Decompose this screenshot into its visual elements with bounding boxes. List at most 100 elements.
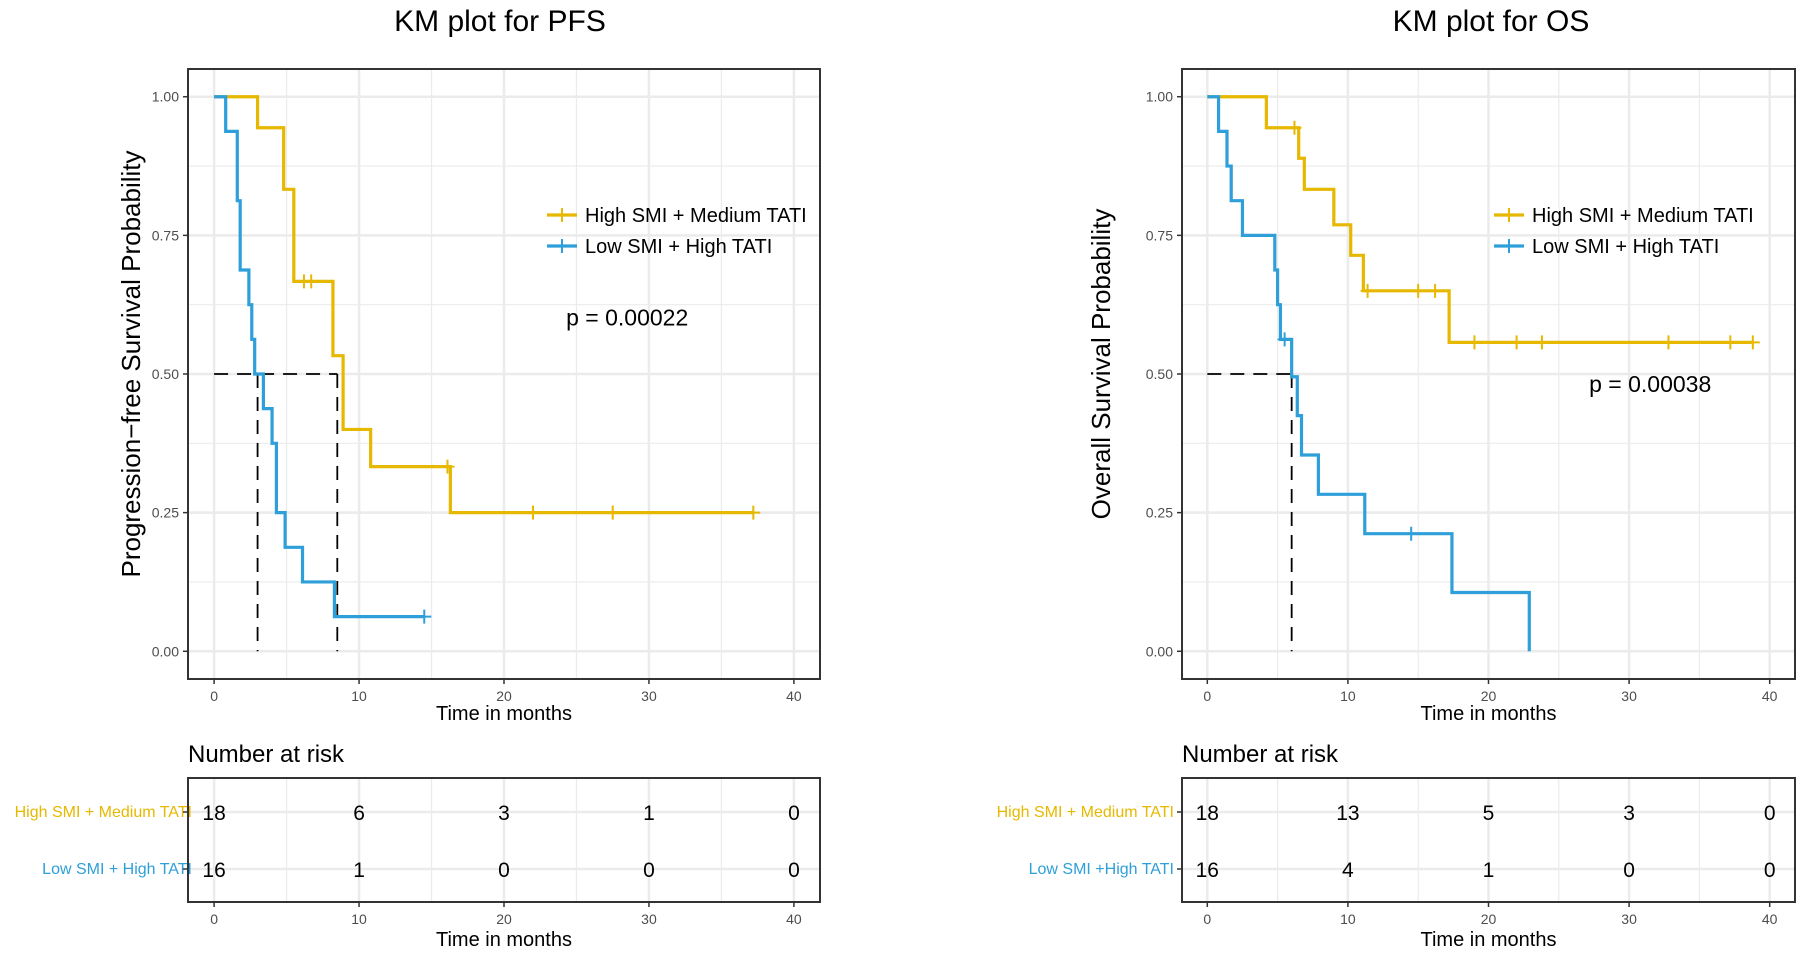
- censor-mark: [1467, 335, 1482, 350]
- y-tick-label: 0.75: [1146, 227, 1173, 243]
- y-tick-label: 0.50: [152, 366, 179, 382]
- risk-x-tick-label: 0: [210, 911, 218, 927]
- risk-row-label: High SMI + Medium TATI: [997, 804, 1174, 821]
- risk-x-axis-label: Time in months: [1421, 929, 1557, 951]
- x-tick-label: 10: [351, 688, 367, 704]
- y-tick-label: 0.75: [152, 227, 179, 243]
- censor-mark: [417, 609, 432, 624]
- p-value: p = 0.00038: [1589, 371, 1711, 397]
- risk-x-tick-label: 20: [496, 911, 512, 927]
- censor-mark: [1723, 335, 1738, 350]
- risk-table: Number at risk High SMI + Medium TATI 18 6 3…: [15, 741, 821, 951]
- gridlines: [188, 69, 820, 679]
- y-tick-label: 0.50: [1146, 366, 1173, 382]
- risk-x-tick-label: 40: [786, 911, 802, 927]
- p-value: p = 0.00022: [566, 305, 688, 331]
- km-curve-high: [1207, 95, 1753, 344]
- risk-x-tick-label: 40: [1762, 911, 1778, 927]
- censor-mark: [1745, 335, 1760, 350]
- risk-value: 16: [1196, 859, 1219, 882]
- risk-x-axis-label: Time in months: [436, 929, 572, 951]
- x-tick-label: 40: [786, 688, 802, 704]
- risk-value: 0: [1623, 859, 1635, 882]
- risk-table-title: Number at risk: [1182, 741, 1339, 768]
- censor-mark: [1411, 283, 1426, 298]
- risk-value: 0: [788, 859, 800, 882]
- risk-value: 0: [498, 859, 510, 882]
- x-tick-label: 0: [1203, 688, 1211, 704]
- x-axis-label: Time in months: [1421, 703, 1557, 725]
- risk-row-label: Low SMI +High TATI: [1029, 861, 1174, 878]
- risk-value: 1: [643, 802, 655, 825]
- chart-title: KM plot for OS: [1393, 5, 1590, 38]
- censor-mark: [304, 274, 319, 289]
- legend-label: Low SMI + High TATI: [585, 236, 772, 258]
- legend: High SMI + Medium TATI Low SMI + High TAT…: [547, 205, 807, 258]
- censor-mark: [525, 505, 540, 520]
- risk-value: 0: [1764, 859, 1776, 882]
- censor-mark: [440, 459, 455, 474]
- km-curve-high: [214, 95, 754, 515]
- risk-value: 4: [1342, 859, 1354, 882]
- risk-x-tick-label: 10: [351, 911, 367, 927]
- risk-value: 18: [202, 802, 225, 825]
- y-tick-label: 0.00: [1146, 643, 1173, 659]
- y-tick-label: 1.00: [1146, 89, 1173, 105]
- km-curve-low: [214, 95, 425, 619]
- risk-value: 0: [788, 802, 800, 825]
- x-axis-label: Time in months: [436, 703, 572, 725]
- km-panel-os: KM plot for OS0.000.250.500.751.000 10 20 3…: [997, 5, 1796, 951]
- legend-label: High SMI + Medium TATI: [1532, 205, 1754, 227]
- risk-value: 3: [1623, 802, 1635, 825]
- y-tick-label: 1.00: [152, 89, 179, 105]
- censor-mark: [1277, 332, 1292, 347]
- risk-row-label: High SMI + Medium TATI: [15, 804, 192, 821]
- risk-x-tick-label: 10: [1340, 911, 1356, 927]
- x-tick-label: 20: [1481, 688, 1497, 704]
- risk-value: 6: [353, 802, 365, 825]
- censor-mark: [1509, 335, 1524, 350]
- censor-mark: [1287, 120, 1302, 135]
- x-tick-label: 40: [1762, 688, 1778, 704]
- risk-value: 1: [353, 859, 365, 882]
- censor-mark: [605, 505, 620, 520]
- risk-value: 0: [1764, 802, 1776, 825]
- median-lines: [1207, 373, 1293, 652]
- chart-title: KM plot for PFS: [394, 5, 606, 38]
- risk-value: 16: [202, 859, 225, 882]
- censor-mark: [1360, 283, 1375, 298]
- risk-table-title: Number at risk: [188, 741, 345, 768]
- censor-mark: [746, 505, 761, 520]
- risk-value: 0: [643, 859, 655, 882]
- risk-x-tick-label: 30: [1621, 911, 1637, 927]
- x-tick-label: 20: [496, 688, 512, 704]
- censor-mark: [1534, 335, 1549, 350]
- risk-value: 1: [1483, 859, 1495, 882]
- x-tick-label: 0: [210, 688, 218, 704]
- censor-mark: [1428, 283, 1443, 298]
- x-tick-label: 30: [1621, 688, 1637, 704]
- risk-value: 5: [1483, 802, 1495, 825]
- risk-row-label: Low SMI + High TATI: [42, 861, 192, 878]
- legend-label: High SMI + Medium TATI: [585, 205, 807, 227]
- x-tick-label: 30: [641, 688, 657, 704]
- y-axis-label: Progression−free Survival Probability: [116, 150, 146, 577]
- legend: High SMI + Medium TATI Low SMI + High TAT…: [1494, 205, 1754, 258]
- risk-value: 18: [1196, 802, 1219, 825]
- risk-x-tick-label: 20: [1481, 911, 1497, 927]
- y-axis-label: Overall Survival Probability: [1086, 209, 1116, 520]
- legend-label: Low SMI + High TATI: [1532, 236, 1719, 258]
- y-tick-label: 0.25: [1146, 505, 1173, 521]
- y-tick-label: 0.00: [152, 643, 179, 659]
- censor-mark: [1661, 335, 1676, 350]
- risk-x-tick-label: 30: [641, 911, 657, 927]
- risk-value: 3: [498, 802, 510, 825]
- risk-x-tick-label: 0: [1203, 911, 1211, 927]
- censor-mark: [1404, 526, 1419, 541]
- y-tick-label: 0.25: [152, 505, 179, 521]
- x-tick-label: 10: [1340, 688, 1356, 704]
- risk-value: 13: [1336, 802, 1359, 825]
